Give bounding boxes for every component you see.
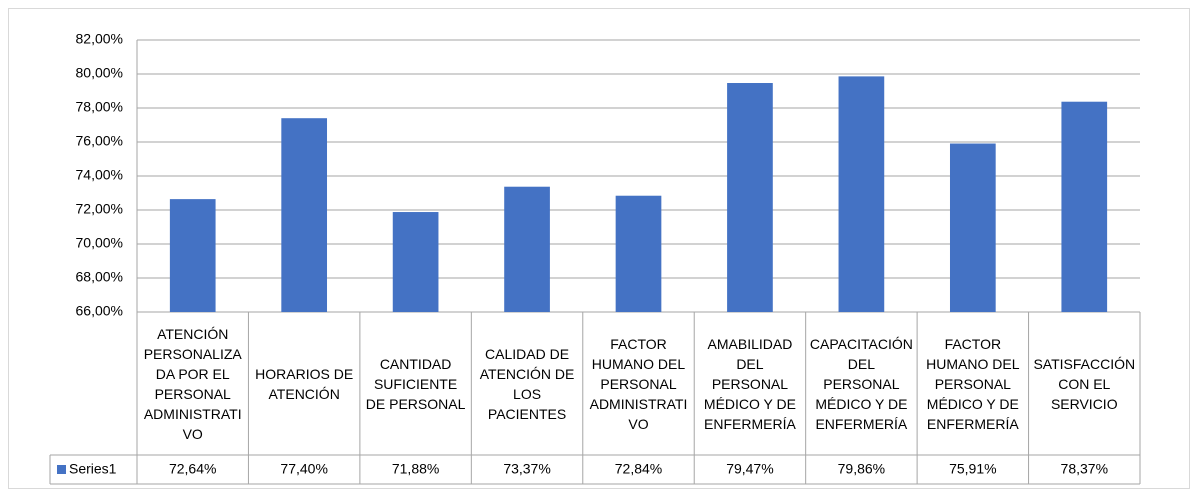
bar <box>727 83 773 312</box>
bar <box>949 143 996 312</box>
value-label: 79,47% <box>726 461 773 477</box>
value-label: 72,84% <box>615 461 662 477</box>
x-tick-label: ATENCIÓN PERSONALIZADA POR EL PERSONAL A… <box>143 325 242 442</box>
y-tick-label: 66,00% <box>76 303 123 319</box>
x-tick-label: SATISFACCIÓN CON EL SERVICIO <box>1033 355 1136 412</box>
y-tick-label: 76,00% <box>76 133 123 149</box>
y-tick-label: 72,00% <box>76 201 123 217</box>
bar <box>392 212 439 312</box>
value-label: 78,37% <box>1061 461 1108 477</box>
value-label: 77,40% <box>280 461 327 477</box>
y-tick-label: 74,00% <box>76 167 123 183</box>
y-tick-label: 82,00% <box>76 31 123 47</box>
x-tick-label: CALIDAD DE ATENCIÓN DE LOS PACIENTES <box>479 345 575 422</box>
x-tick-label: CANTIDAD SUFICIENTE DE PERSONAL <box>365 355 466 412</box>
legend-key <box>57 465 66 474</box>
chart-border <box>8 8 1190 489</box>
bar <box>169 199 216 312</box>
value-label: 71,88% <box>392 461 439 477</box>
x-tick-label: HORARIOS DE ATENCIÓN <box>255 365 354 402</box>
bar <box>504 186 550 312</box>
y-tick-label: 68,00% <box>76 269 123 285</box>
value-label: 72,64% <box>169 461 216 477</box>
value-label: 79,86% <box>838 461 885 477</box>
bar <box>281 118 328 312</box>
bar <box>615 195 662 312</box>
y-tick-label: 70,00% <box>76 235 123 251</box>
x-tick-label: FACTOR HUMANO DEL PERSONAL MÉDICO Y DE E… <box>926 335 1020 432</box>
x-tick-label: CAPACITACIÓN DEL PERSONAL MÉDICO Y DE EN… <box>809 335 913 432</box>
x-tick-label: AMABILIDAD DEL PERSONAL MÉDICO Y DE ENFE… <box>703 335 796 432</box>
legend-label: Series1 <box>69 461 117 477</box>
bar <box>838 76 885 312</box>
value-label: 73,37% <box>503 461 550 477</box>
y-tick-label: 78,00% <box>76 99 123 115</box>
y-tick-label: 80,00% <box>76 65 123 81</box>
value-label: 75,91% <box>949 461 996 477</box>
x-tick-label: FACTOR HUMANO DEL PERSONAL ADMINISTRATIV… <box>589 335 688 432</box>
bar <box>1061 101 1108 313</box>
